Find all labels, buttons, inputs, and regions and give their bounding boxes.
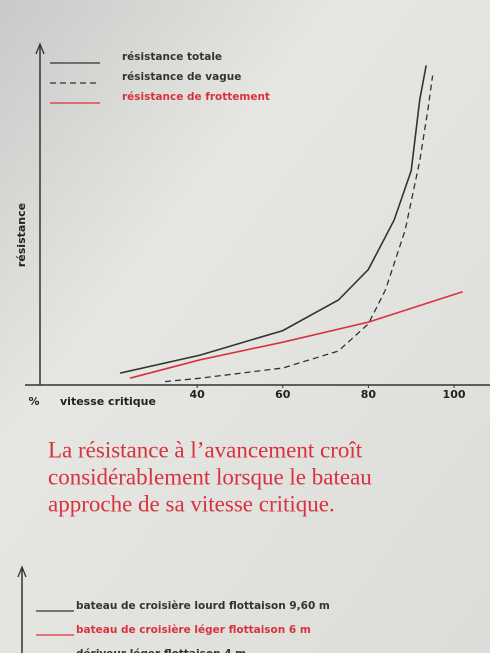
y-axis-label: résistance: [15, 203, 28, 267]
legend-label: résistance totale: [122, 51, 222, 63]
caption-line: La résistance à l’avancement croît: [48, 437, 363, 462]
series-line: [129, 291, 463, 379]
x-tick-label: 60: [275, 388, 291, 401]
axis-arrow: [17, 565, 27, 578]
legend-label: dériveur léger flottaison 4 m: [76, 648, 246, 653]
legend-label: résistance de frottement: [122, 91, 270, 103]
legend-label: résistance de vague: [122, 71, 241, 83]
axis-arrow: [35, 42, 45, 55]
caption-line: approche de sa vitesse critique.: [48, 491, 335, 516]
caption: La résistance à l’avancement croîtconsid…: [48, 437, 372, 516]
series-line: [164, 75, 434, 383]
x-axis-label: vitesse critique: [60, 395, 156, 408]
x-tick-label: 80: [361, 388, 377, 401]
x-unit-label: %: [28, 395, 39, 408]
x-tick-label: 100: [443, 388, 466, 401]
x-tick-label: 40: [189, 388, 205, 401]
legend-label: bateau de croisière lourd flottaison 9,6…: [76, 600, 330, 612]
caption-line: considérablement lorsque le bateau: [48, 464, 372, 489]
legend-label: bateau de croisière léger flottaison 6 m: [76, 624, 311, 636]
series-line: [119, 65, 427, 374]
